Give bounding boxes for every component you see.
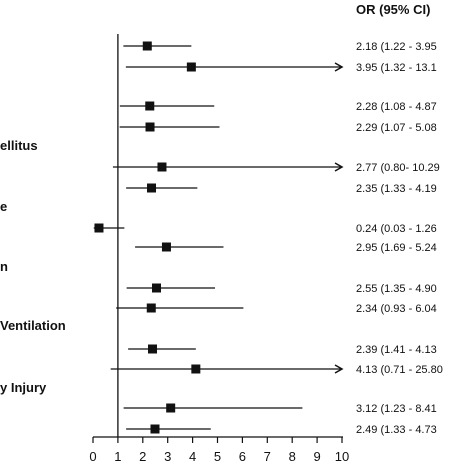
x-tick-label: 3 [164,449,171,464]
or-point [145,122,155,132]
or-ci-label: 2.18 (1.22 - 3.95 [356,41,437,53]
x-tick-label: 7 [264,449,271,464]
or-point [94,223,104,233]
x-axis: 0 1 2 3 4 5 6 7 8 9 10 [89,34,349,464]
or-point [191,364,201,374]
or-ci-label: 2.35 (1.33 - 4.19 [356,183,437,195]
x-tick-label: 1 [114,449,121,464]
x-tick-label: 8 [289,449,296,464]
or-point [151,283,161,293]
or-point [161,242,171,252]
x-tick-label: 5 [214,449,221,464]
group-label: ellitus [0,138,38,153]
or-point [145,101,155,111]
or-ci-label: 2.29 (1.07 - 5.08 [356,122,437,134]
group-label: Ventilation [0,318,66,333]
ci-labels: 2.18 (1.22 - 3.95 3.95 (1.32 - 13.1 2.28 (… [356,41,443,436]
or-column-header: OR (95% CI) [356,2,430,17]
or-ci-label: 4.13 (0.71 - 25.80 [356,364,443,376]
or-point [166,403,176,413]
or-ci-label: 2.49 (1.33 - 4.73 [356,424,437,436]
x-tick-label: 6 [239,449,246,464]
x-tick-label: 10 [335,449,349,464]
or-point [157,162,167,172]
or-ci-label: 2.28 (1.08 - 4.87 [356,101,437,113]
group-label: n [0,259,8,274]
or-ci-label: 2.55 (1.35 - 4.90 [356,283,437,295]
x-tick-label: 0 [89,449,96,464]
or-ci-label: 3.12 (1.23 - 8.41 [356,403,437,415]
group-labels: ellitus e n Ventilation y Injury [0,138,66,395]
x-tick-label: 9 [313,449,320,464]
ci-arrow [334,162,344,172]
group-label: y Injury [0,380,47,395]
or-point [147,183,157,193]
group-label: e [0,199,7,214]
or-ci-label: 2.95 (1.69 - 5.24 [356,242,437,254]
or-ci-label: 2.77 (0.80- 10.29 [356,162,440,174]
or-point [146,303,156,313]
or-point [186,62,196,72]
ci-arrow [334,62,344,72]
or-ci-label: 2.34 (0.93 - 6.04 [356,303,437,315]
forest-rows [93,41,344,434]
or-point [142,41,152,51]
or-point [148,344,158,354]
or-ci-label: 3.95 (1.32 - 13.1 [356,62,437,74]
x-tick-label: 2 [139,449,146,464]
or-ci-label: 0.24 (0.03 - 1.26 [356,223,437,235]
or-ci-label: 2.39 (1.41 - 4.13 [356,344,437,356]
or-point [150,424,160,434]
x-tick-label: 4 [189,449,196,464]
ci-arrow [334,364,344,374]
